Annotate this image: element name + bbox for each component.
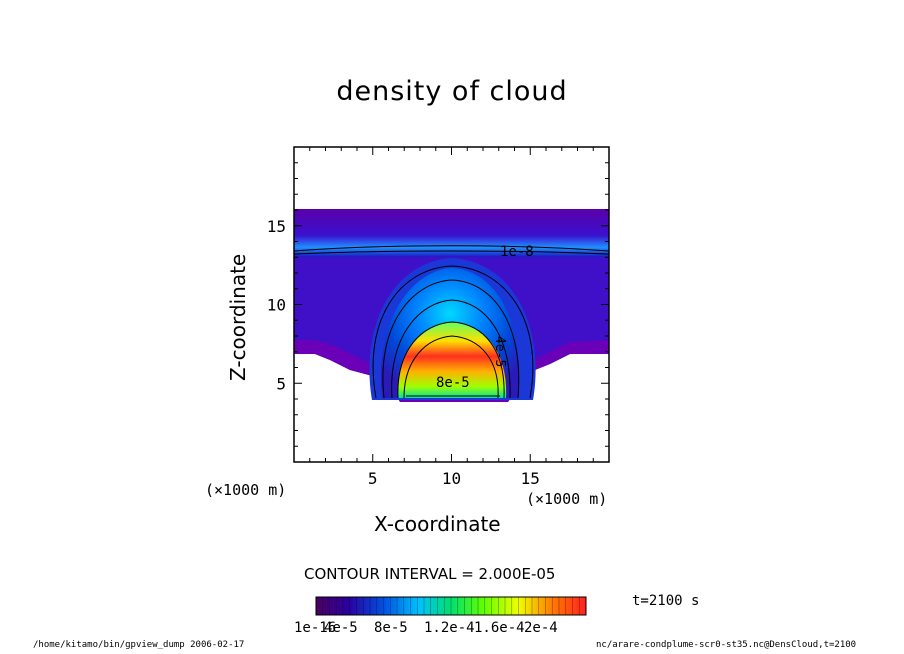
x-tick-label: 5: [368, 469, 378, 488]
field-layer: [294, 209, 609, 402]
y-tick-label: 15: [267, 217, 286, 236]
colorbar-tick-label: 1.6e-4: [474, 620, 525, 636]
contour-line: [382, 279, 520, 399]
axis-tick-labels: 5 10 15 5 10 15: [267, 217, 540, 488]
colorbar-divisions: [322, 597, 580, 615]
y-axis-label: Z-coordinate: [226, 253, 250, 381]
colorbar-tick-label: 4e-5: [324, 620, 358, 636]
x-tick-label: 10: [442, 469, 461, 488]
contour-interval: CONTOUR INTERVAL = 2.000E-05: [304, 565, 556, 583]
contour-label: 8e-5: [436, 375, 470, 391]
x-axis-unit: (×1000 m): [526, 490, 608, 508]
contour-lines: [293, 245, 610, 399]
y-tick-label: 10: [267, 296, 286, 315]
x-tick-label: 15: [521, 469, 540, 488]
y-axis-unit: (×1000 m): [205, 481, 287, 499]
contour-line: [293, 245, 610, 252]
contour-label: 4e-5: [492, 336, 507, 367]
stable-layer: [294, 209, 609, 257]
contour-line: [391, 299, 511, 399]
x-axis-label: X-coordinate: [374, 512, 501, 536]
colorbar-tick-label: 2e-4: [524, 620, 558, 636]
axis-ticks: [294, 147, 609, 462]
colorbar-tick-label: 8e-5: [374, 620, 408, 636]
contour-line: [403, 335, 499, 399]
y-tick-label: 5: [276, 374, 286, 393]
footer-right: nc/arare-condplume-scr0-st35.nc@DensClou…: [596, 640, 857, 650]
contour-line: [397, 321, 505, 399]
chart-title: density of cloud: [336, 76, 568, 107]
plume-core: [397, 322, 507, 398]
colorbar-tick-label: 1.2e-4: [424, 620, 475, 636]
colorbar: [315, 596, 587, 616]
colorbar-tick-label: 1e-16: [294, 620, 337, 636]
time-label: t=2100 s: [632, 593, 700, 609]
contour-label: 1e-8: [500, 244, 534, 260]
contour-line: [293, 250, 610, 255]
footer-left: /home/kitamo/bin/gpview_dump 2006-02-17: [33, 640, 245, 650]
contour-line: [372, 265, 534, 399]
